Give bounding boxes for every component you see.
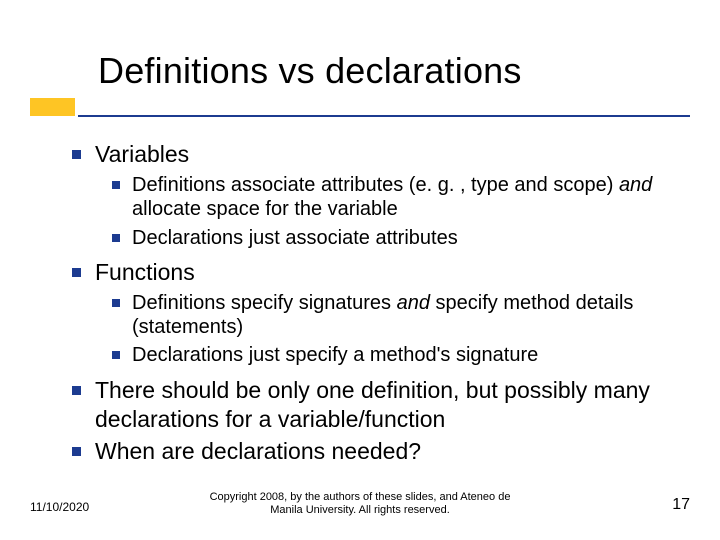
bullet-icon: [112, 351, 120, 359]
title-area: Definitions vs declarations: [0, 0, 720, 100]
bullet-functions: Functions: [72, 258, 690, 287]
content-area: Variables Definitions associate attribut…: [72, 140, 690, 470]
bullet-icon: [112, 181, 120, 189]
slide-title: Definitions vs declarations: [98, 50, 720, 92]
text-frag-italic: and: [397, 292, 430, 314]
copyright-line2: Manila University. All rights reserved.: [270, 504, 450, 516]
slide: Definitions vs declarations Variables De…: [0, 0, 720, 540]
list-item: Definitions specify signatures and speci…: [112, 291, 690, 340]
footer-page-number: 17: [672, 496, 690, 514]
bullet-one-definition: There should be only one definition, but…: [72, 376, 690, 434]
text-frag: Definitions specify signatures: [132, 292, 397, 314]
bullet-text: Declarations just specify a method's sig…: [132, 343, 538, 367]
text-frag-italic: and: [619, 174, 652, 196]
list-item: Declarations just specify a method's sig…: [112, 343, 690, 367]
bullet-text: Definitions specify signatures and speci…: [132, 291, 690, 340]
copyright-line1: Copyright 2008, by the authors of these …: [210, 491, 511, 503]
bullet-text: Functions: [95, 258, 195, 287]
text-frag: Definitions associate attributes (e. g. …: [132, 174, 619, 196]
functions-subitems: Definitions specify signatures and speci…: [72, 291, 690, 368]
bullet-icon: [72, 447, 81, 456]
bullet-text: When are declarations needed?: [95, 437, 421, 466]
bullet-text: Declarations just associate attributes: [132, 226, 458, 250]
variables-subitems: Definitions associate attributes (e. g. …: [72, 173, 690, 250]
list-item: Definitions associate attributes (e. g. …: [112, 173, 690, 222]
bullet-icon: [112, 234, 120, 242]
bullet-icon: [72, 386, 81, 395]
bullet-text: Variables: [95, 140, 189, 169]
bullet-variables: Variables: [72, 140, 690, 169]
footer-copyright: Copyright 2008, by the authors of these …: [0, 491, 720, 519]
bullet-text: There should be only one definition, but…: [95, 376, 690, 434]
list-item: Declarations just associate attributes: [112, 226, 690, 250]
bullet-icon: [112, 299, 120, 307]
bullet-icon: [72, 150, 81, 159]
title-underline: [78, 115, 690, 117]
bullet-icon: [72, 268, 81, 277]
bullet-text: Definitions associate attributes (e. g. …: [132, 173, 690, 222]
bullet-when-needed: When are declarations needed?: [72, 437, 690, 466]
text-frag: allocate space for the variable: [132, 198, 398, 220]
title-accent-box: [30, 98, 75, 116]
